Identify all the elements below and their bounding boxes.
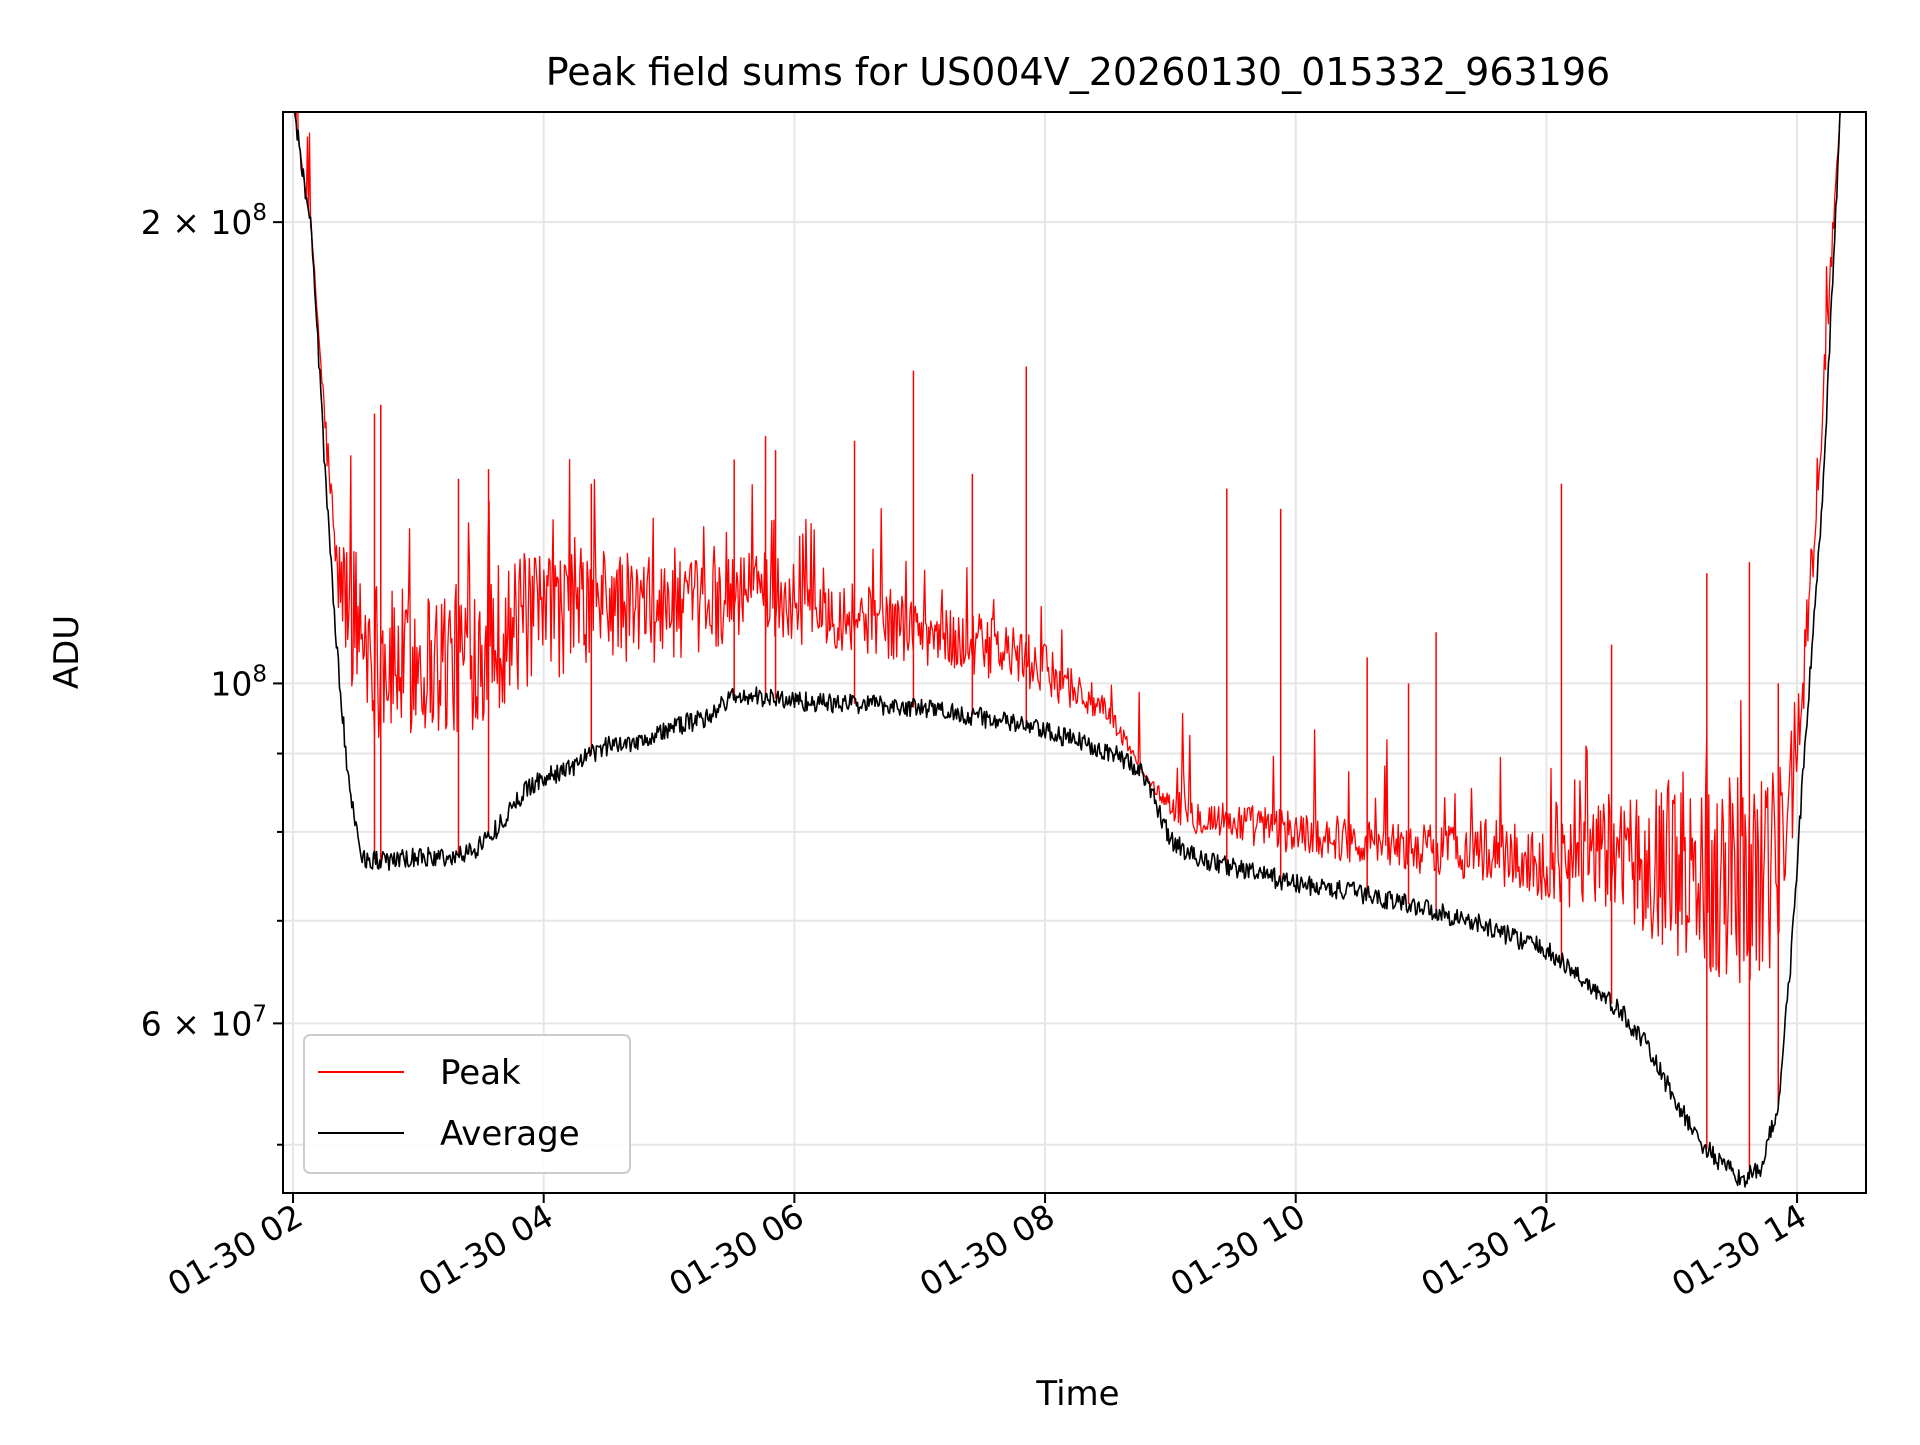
- legend-peak-label: Peak: [440, 1053, 521, 1093]
- chart-title: Peak field sums for US004V_20260130_0153…: [546, 50, 1610, 94]
- x-axis-label: Time: [1035, 1374, 1119, 1414]
- y-axis-label: ADU: [47, 615, 87, 689]
- y-tick-exponent: 8: [252, 200, 267, 226]
- y-tick-exponent: 7: [252, 1001, 267, 1027]
- y-tick-label: 6 × 107: [141, 1001, 267, 1043]
- series-layer: [293, 112, 1841, 1188]
- plot-frame: [282, 111, 1867, 1194]
- y-tick-exponent: 8: [252, 661, 267, 687]
- legend: Peak Average: [303, 1034, 631, 1174]
- legend-frame: [303, 1034, 631, 1174]
- average-series-line: [293, 112, 1841, 1188]
- y-tick-label: 2 × 108: [141, 200, 267, 242]
- legend-average-label: Average: [440, 1114, 580, 1154]
- peak-series-line: [293, 112, 1841, 984]
